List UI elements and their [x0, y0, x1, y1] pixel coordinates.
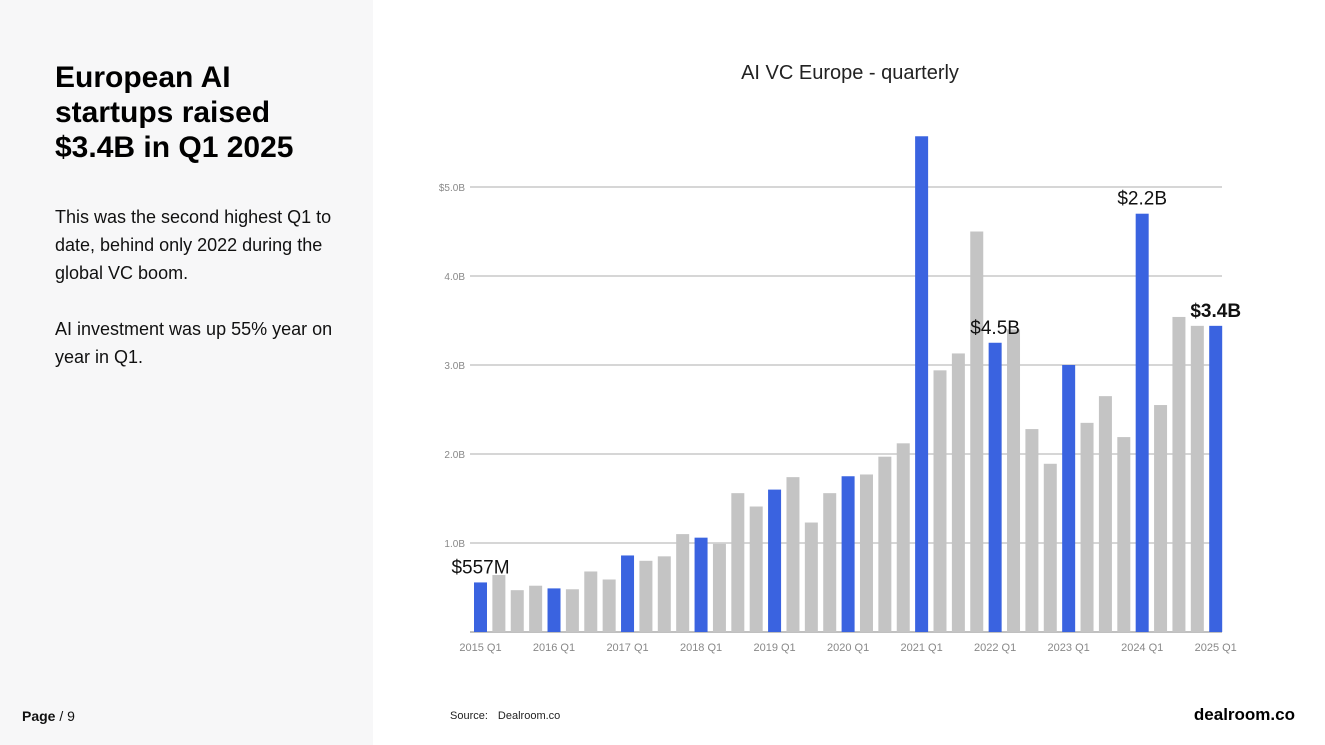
bar	[584, 571, 598, 632]
bar	[565, 589, 579, 632]
bar	[1172, 316, 1186, 632]
y-tick-label: 4.0B	[444, 272, 465, 283]
bar	[639, 560, 653, 632]
page-label: Page	[22, 708, 56, 724]
bar	[896, 443, 910, 632]
bar	[1025, 429, 1039, 632]
x-tick-label: 2017 Q1	[606, 642, 648, 654]
bar	[859, 474, 873, 632]
data-label: $4.5B	[970, 318, 1020, 339]
bar	[878, 456, 892, 632]
x-tick-label: 2022 Q1	[974, 642, 1016, 654]
bar	[657, 556, 671, 632]
data-label: $3.4B	[1190, 301, 1241, 322]
x-tick-label: 2023 Q1	[1048, 642, 1090, 654]
bar	[1190, 325, 1204, 632]
bar	[823, 493, 837, 632]
bar	[841, 476, 855, 632]
x-tick-label: 2021 Q1	[901, 642, 943, 654]
bar	[1098, 396, 1112, 632]
source-value: Dealroom.co	[497, 710, 561, 722]
bar	[694, 537, 708, 632]
bar	[492, 575, 506, 632]
y-tick-label: 3.0B	[444, 361, 465, 372]
bar	[988, 342, 1002, 632]
bar	[1043, 463, 1057, 632]
x-tick-label: 2025 Q1	[1195, 642, 1237, 654]
bar	[529, 585, 543, 632]
bar	[749, 506, 763, 632]
x-tick-label: 2020 Q1	[827, 642, 869, 654]
headline: European AI startups raised $3.4B in Q1 …	[55, 61, 294, 164]
bar	[1209, 325, 1223, 632]
chart-title: AI VC Europe - quarterly	[741, 62, 959, 84]
bar	[933, 370, 947, 632]
page-count: / 9	[55, 708, 75, 724]
bar	[768, 489, 782, 632]
bar	[951, 353, 965, 632]
data-label: $2.2B	[1117, 189, 1167, 210]
data-label: $557M	[451, 557, 509, 578]
bar	[510, 590, 524, 632]
brand-logo: dealroom.co	[1193, 705, 1295, 724]
bar	[621, 555, 635, 632]
bar	[1080, 422, 1094, 632]
bar	[804, 522, 818, 632]
bar	[712, 543, 726, 632]
growth-paragraph: AI investment was up 55% year on year in…	[55, 319, 333, 367]
left-panel: European AI startups raised $3.4B in Q1 …	[0, 0, 373, 745]
bar	[1062, 365, 1076, 632]
x-tick-label: 2024 Q1	[1121, 642, 1163, 654]
bar	[786, 477, 800, 632]
y-tick-label: 2.0B	[444, 450, 465, 461]
x-tick-label: 2015 Q1	[459, 642, 501, 654]
bar	[1154, 405, 1168, 632]
x-tick-label: 2019 Q1	[753, 642, 795, 654]
source-note: Source: Dealroom.co	[450, 710, 560, 722]
bar	[731, 493, 745, 632]
y-tick-label: 1.0B	[444, 539, 465, 550]
bar	[915, 136, 929, 632]
bar	[970, 231, 984, 632]
summary-paragraph: This was the second highest Q1 to date, …	[55, 207, 332, 283]
bar	[474, 582, 487, 632]
y-tick-label: $5.0B	[439, 183, 465, 194]
source-label: Source:	[450, 710, 488, 722]
bar	[676, 534, 690, 632]
x-tick-label: 2018 Q1	[680, 642, 722, 654]
bar	[1117, 437, 1131, 632]
bar	[547, 588, 561, 632]
page-indicator: Page / 9	[22, 708, 75, 724]
bar	[602, 579, 616, 632]
bar	[1135, 213, 1149, 632]
x-tick-label: 2016 Q1	[533, 642, 575, 654]
bar	[1007, 329, 1021, 632]
